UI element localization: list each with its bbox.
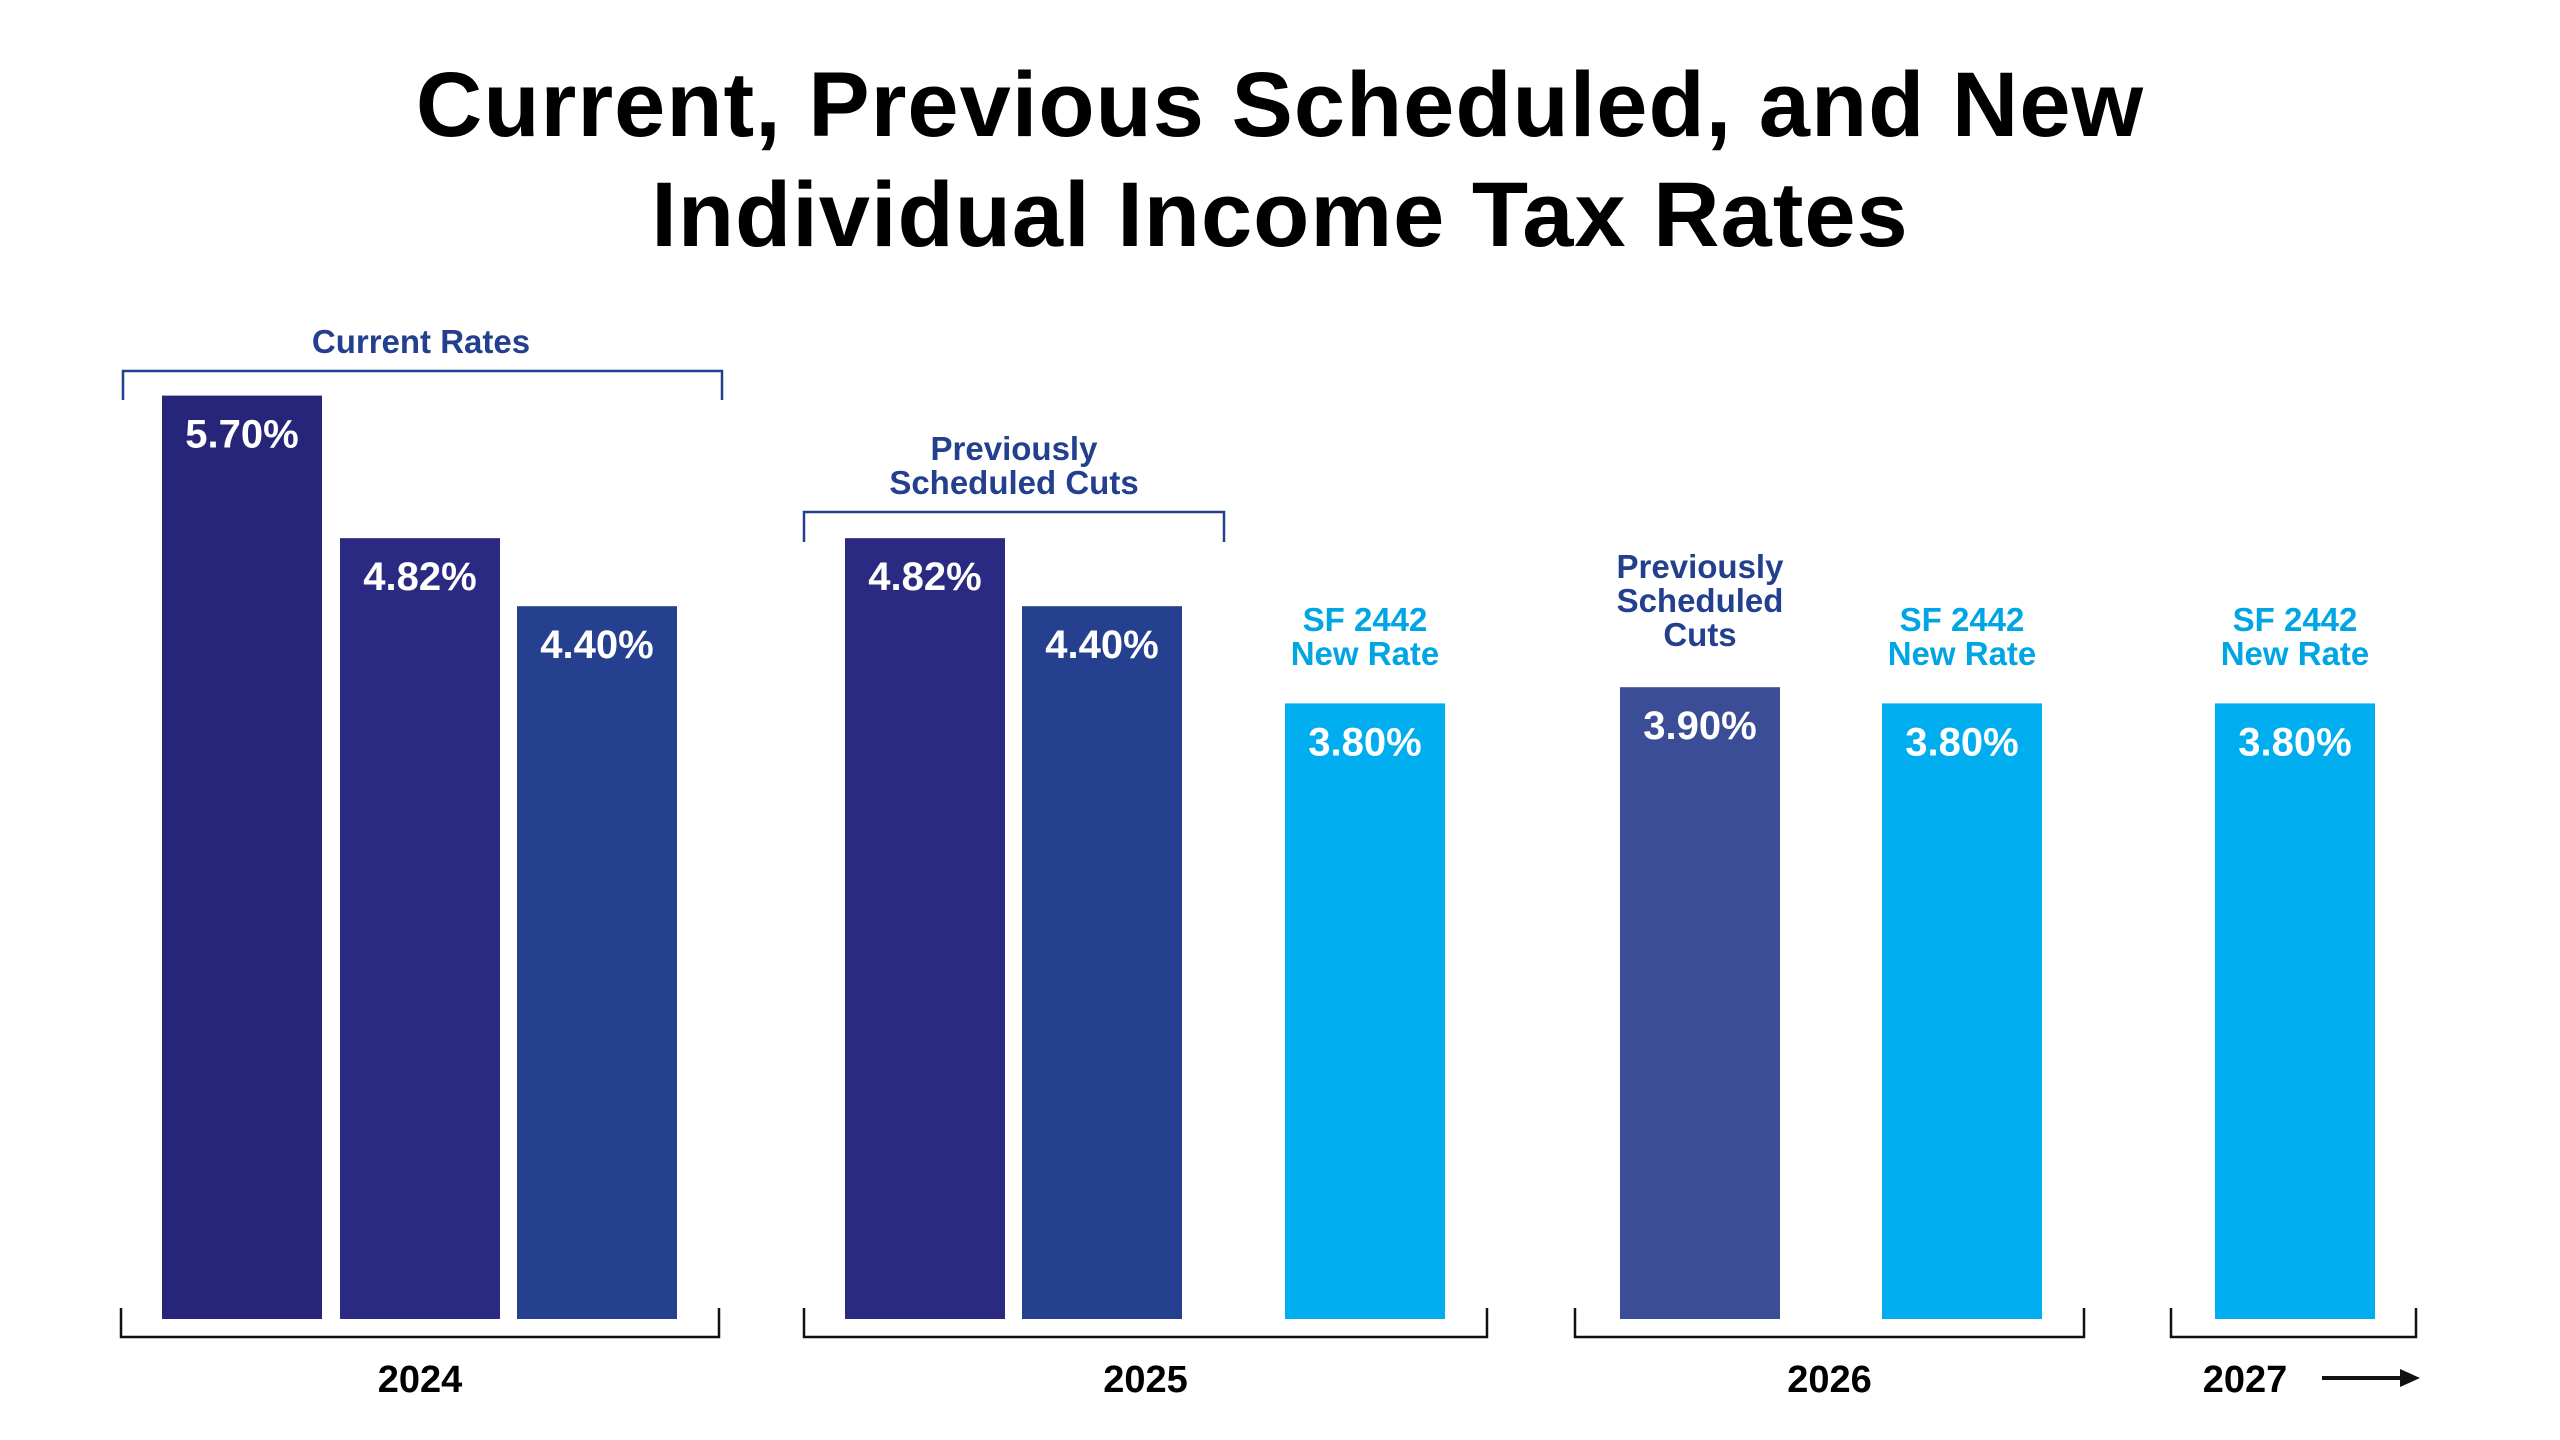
bar-value-label: 3.80% — [1308, 720, 1421, 764]
year-bracket-2025 — [802, 1308, 1489, 1339]
bar-value-label: 5.70% — [185, 413, 298, 457]
bar-2024-1 — [162, 395, 322, 1320]
annotation-sf2442-2027: New Rate — [2221, 635, 2370, 672]
bar-2027-1 — [2215, 703, 2375, 1319]
annotation-previously-scheduled-2026: Scheduled — [1617, 582, 1784, 619]
year-bracket-2027 — [2169, 1308, 2418, 1339]
bar-value-label: 3.90% — [1643, 704, 1756, 748]
title-line-1: Current, Previous Scheduled, and New — [415, 54, 2145, 156]
bar-2026-1 — [1620, 687, 1780, 1319]
annotation-sf2442-2027: SF 2442 — [2233, 601, 2358, 638]
annotation-sf2442-2026: New Rate — [1888, 635, 2037, 672]
annotation-previously-scheduled-cuts: Previously — [931, 430, 1099, 467]
year-label-2026: 2026 — [1787, 1359, 1872, 1401]
year-label-2025: 2025 — [1103, 1359, 1188, 1401]
chart-title: Current, Previous Scheduled, and New Ind… — [0, 50, 2560, 270]
bar-value-label: 4.40% — [540, 623, 653, 667]
bar-value-label: 4.40% — [1045, 623, 1158, 667]
bar-2024-2 — [340, 538, 500, 1319]
year-bracket-2026 — [1573, 1308, 2086, 1339]
annotation-sf2442-2026: SF 2442 — [1900, 601, 2025, 638]
bar-2026-2 — [1882, 703, 2042, 1319]
annotation-previously-scheduled-cuts: Scheduled Cuts — [889, 464, 1138, 501]
bar-2024-3 — [517, 606, 677, 1319]
right-arrow-head-icon — [2400, 1369, 2420, 1387]
year-label-2027: 2027 — [2203, 1359, 2288, 1401]
previously-scheduled-bracket — [802, 510, 1226, 542]
annotation-sf2442-2025: SF 2442 — [1303, 601, 1428, 638]
current-rates-bracket — [121, 369, 724, 400]
bar-value-label: 3.80% — [2238, 720, 2351, 764]
bar-value-label: 3.80% — [1905, 720, 2018, 764]
bar-2025-1 — [845, 538, 1005, 1319]
annotation-sf2442-2025: New Rate — [1291, 635, 1440, 672]
year-label-2024: 2024 — [378, 1359, 463, 1401]
year-bracket-2024 — [119, 1308, 721, 1339]
title-line-2: Individual Income Tax Rates — [651, 164, 1909, 266]
annotation-previously-scheduled-2026: Previously — [1617, 548, 1785, 585]
bar-value-label: 4.82% — [868, 555, 981, 599]
annotation-current-rates: Current Rates — [312, 323, 530, 360]
annotation-previously-scheduled-2026: Cuts — [1663, 616, 1736, 653]
bar-2025-3 — [1285, 703, 1445, 1319]
bar-value-label: 4.82% — [363, 555, 476, 599]
bar-2025-2 — [1022, 606, 1182, 1319]
